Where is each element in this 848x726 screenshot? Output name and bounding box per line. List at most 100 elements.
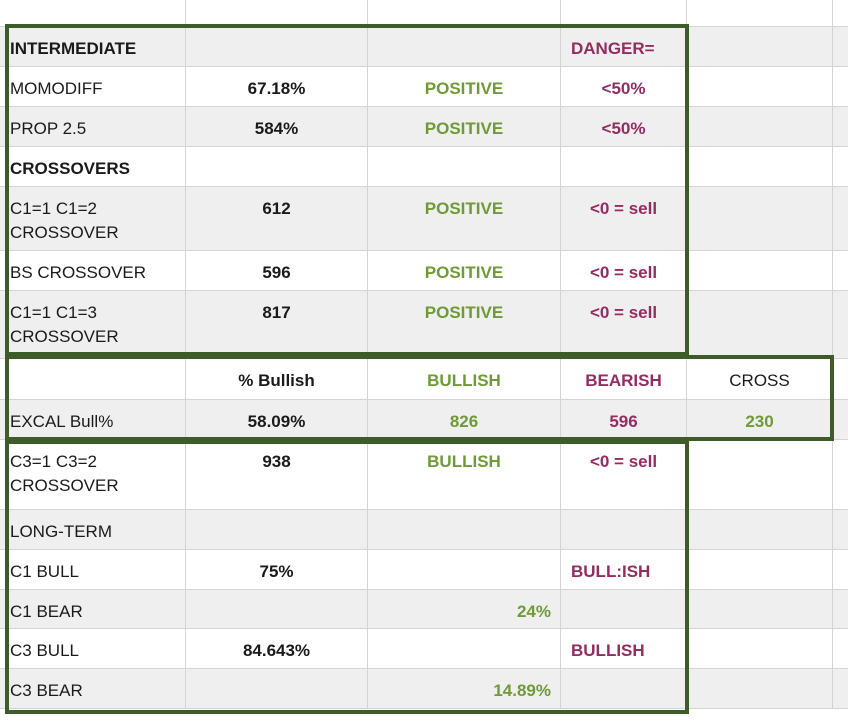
cell-threshold[interactable]: <0 = sell (561, 291, 687, 359)
cell-value[interactable]: 584% (186, 107, 368, 147)
cell-value[interactable]: % Bullish (186, 359, 368, 400)
cell-status[interactable]: POSITIVE (368, 107, 561, 147)
cell-label[interactable]: C1 BEAR (0, 590, 186, 629)
cell-status[interactable]: POSITIVE (368, 187, 561, 251)
cell-empty[interactable] (833, 187, 848, 251)
cell-text: POSITIVE (424, 79, 504, 98)
column-header-extra[interactable] (687, 0, 833, 27)
cell-value[interactable]: 596 (186, 251, 368, 291)
cell-status[interactable] (368, 510, 561, 550)
column-header-status[interactable] (368, 0, 561, 27)
cell-value[interactable] (186, 147, 368, 187)
cell-status[interactable]: 14.89% (368, 669, 561, 709)
cell-threshold[interactable]: 596 (561, 400, 687, 440)
cell-empty[interactable] (833, 629, 848, 669)
cell-value[interactable]: 938 (186, 440, 368, 510)
cell-label[interactable]: BS CROSSOVER (0, 251, 186, 291)
cell-threshold[interactable] (561, 147, 687, 187)
cell-empty[interactable] (833, 669, 848, 709)
cell-value[interactable] (186, 590, 368, 629)
cell-empty[interactable] (833, 251, 848, 291)
cell-empty[interactable] (833, 147, 848, 187)
cell-threshold[interactable] (561, 510, 687, 550)
cell-label[interactable]: C1=1 C1=2 CROSSOVER (0, 187, 186, 251)
cell-value[interactable] (186, 27, 368, 67)
cell-threshold[interactable]: BULL:ISH (561, 550, 687, 590)
cell-value[interactable]: 75% (186, 550, 368, 590)
cell-empty[interactable] (833, 550, 848, 590)
cell-extra[interactable] (687, 291, 833, 359)
cell-empty[interactable] (833, 67, 848, 107)
cell-label[interactable]: C3 BULL (0, 629, 186, 669)
cell-status[interactable]: BULLISH (368, 440, 561, 510)
cell-label[interactable]: C3 BEAR (0, 669, 186, 709)
cell-status[interactable] (368, 629, 561, 669)
cell-extra[interactable] (687, 440, 833, 510)
cell-value[interactable]: 67.18% (186, 67, 368, 107)
cell-label[interactable]: C1 BULL (0, 550, 186, 590)
cell-threshold[interactable]: <0 = sell (561, 187, 687, 251)
cell-label[interactable]: MOMODIFF (0, 67, 186, 107)
cell-label[interactable]: C1=1 C1=3 CROSSOVER (0, 291, 186, 359)
cell-status[interactable]: POSITIVE (368, 67, 561, 107)
cell-value[interactable]: 58.09% (186, 400, 368, 440)
cell-extra[interactable]: 230 (687, 400, 833, 440)
cell-label[interactable]: PROP 2.5 (0, 107, 186, 147)
cell-threshold[interactable]: BEARISH (561, 359, 687, 400)
cell-extra[interactable] (687, 510, 833, 550)
cell-value[interactable]: 612 (186, 187, 368, 251)
cell-status[interactable] (368, 147, 561, 187)
cell-extra[interactable] (687, 107, 833, 147)
cell-extra[interactable] (687, 147, 833, 187)
cell-empty[interactable] (833, 440, 848, 510)
cell-status[interactable]: 826 (368, 400, 561, 440)
cell-text: 596 (609, 412, 638, 431)
cell-empty[interactable] (833, 590, 848, 629)
column-header-empty[interactable] (833, 0, 848, 27)
cell-empty[interactable] (833, 27, 848, 67)
column-header-threshold[interactable] (561, 0, 687, 27)
cell-extra[interactable] (687, 629, 833, 669)
cell-threshold[interactable]: <0 = sell (561, 251, 687, 291)
cell-status[interactable] (368, 27, 561, 67)
cell-value[interactable] (186, 669, 368, 709)
cell-empty[interactable] (833, 359, 848, 400)
cell-label[interactable]: C3=1 C3=2 CROSSOVER (0, 440, 186, 510)
cell-label[interactable]: EXCAL Bull% (0, 400, 186, 440)
cell-threshold[interactable]: <0 = sell (561, 440, 687, 510)
cell-label[interactable]: LONG-TERM (0, 510, 186, 550)
cell-empty[interactable] (833, 107, 848, 147)
cell-extra[interactable] (687, 67, 833, 107)
cell-value[interactable] (186, 510, 368, 550)
cell-threshold[interactable]: DANGER= (561, 27, 687, 67)
cell-empty[interactable] (833, 400, 848, 440)
cell-extra[interactable] (687, 187, 833, 251)
cell-extra[interactable] (687, 669, 833, 709)
cell-extra[interactable] (687, 27, 833, 67)
cell-value[interactable]: 817 (186, 291, 368, 359)
cell-empty[interactable] (833, 291, 848, 359)
cell-extra[interactable] (687, 590, 833, 629)
cell-threshold[interactable] (561, 590, 687, 629)
cell-extra[interactable]: CROSS (687, 359, 833, 400)
cell-status[interactable]: POSITIVE (368, 251, 561, 291)
cell-threshold[interactable]: <50% (561, 107, 687, 147)
cell-threshold[interactable]: <50% (561, 67, 687, 107)
cell-status[interactable]: POSITIVE (368, 291, 561, 359)
column-header-label[interactable] (0, 0, 186, 27)
cell-status[interactable] (368, 550, 561, 590)
column-header-value[interactable] (186, 0, 368, 27)
cell-empty[interactable] (833, 510, 848, 550)
cell-extra[interactable] (687, 251, 833, 291)
cell-threshold[interactable] (561, 669, 687, 709)
cell-status[interactable]: BULLISH (368, 359, 561, 400)
cell-extra[interactable] (687, 550, 833, 590)
cell-text: BULLISH (571, 641, 645, 660)
cell-label[interactable]: INTERMEDIATE (0, 27, 186, 67)
cell-label[interactable]: CROSSOVERS (0, 147, 186, 187)
cell-label[interactable] (0, 359, 186, 400)
cell-threshold[interactable]: BULLISH (561, 629, 687, 669)
cell-status[interactable]: 24% (368, 590, 561, 629)
cell-value[interactable]: 84.643% (186, 629, 368, 669)
cell-text: 75% (259, 562, 294, 581)
